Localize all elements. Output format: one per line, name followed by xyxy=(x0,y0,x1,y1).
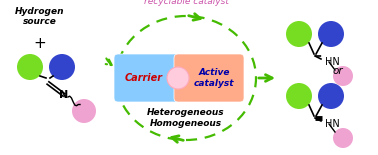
Text: Heterogeneous: Heterogeneous xyxy=(147,108,225,117)
FancyBboxPatch shape xyxy=(174,54,244,102)
Circle shape xyxy=(318,83,344,109)
Text: Hydrogen
source: Hydrogen source xyxy=(15,7,65,26)
Text: Carrier: Carrier xyxy=(124,73,162,83)
Text: HN: HN xyxy=(325,57,340,67)
Circle shape xyxy=(286,83,312,109)
Text: or: or xyxy=(333,66,343,76)
Circle shape xyxy=(17,54,43,80)
Text: HN: HN xyxy=(325,119,340,129)
Text: Homogeneous: Homogeneous xyxy=(150,119,222,128)
Text: +: + xyxy=(34,35,46,51)
Circle shape xyxy=(49,54,75,80)
Text: Active
catalyst: Active catalyst xyxy=(194,68,234,88)
Circle shape xyxy=(72,99,96,123)
Circle shape xyxy=(333,128,353,148)
Circle shape xyxy=(167,67,189,89)
FancyBboxPatch shape xyxy=(114,54,182,102)
Circle shape xyxy=(286,21,312,47)
Text: recyclable catalyst: recyclable catalyst xyxy=(144,0,228,6)
Circle shape xyxy=(318,21,344,47)
Circle shape xyxy=(333,66,353,86)
Text: N: N xyxy=(59,90,69,100)
